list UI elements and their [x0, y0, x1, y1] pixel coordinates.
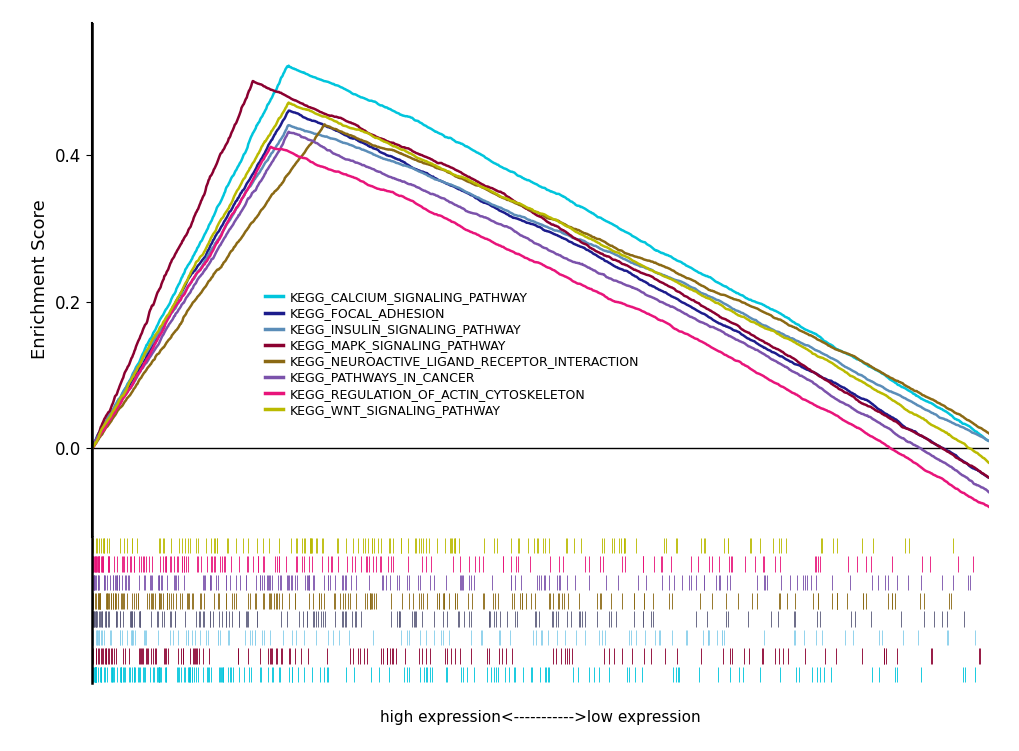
KEGG_PATHWAYS_IN_CANCER: [86, 444, 98, 453]
KEGG_CALCIUM_SIGNALING_PATHWAY: [576, 203, 588, 212]
KEGG_PATHWAYS_IN_CANCER: [982, 488, 995, 497]
Line: KEGG_NEUROACTIVE_LIGAND_RECEPTOR_INTERACTION: KEGG_NEUROACTIVE_LIGAND_RECEPTOR_INTERAC…: [92, 125, 988, 448]
KEGG_NEUROACTIVE_LIGAND_RECEPTOR_INTERACTION: [318, 120, 330, 129]
KEGG_NEUROACTIVE_LIGAND_RECEPTOR_INTERACTION: [236, 231, 249, 240]
KEGG_WNT_SIGNALING_PATHWAY: [576, 231, 588, 240]
KEGG_WNT_SIGNALING_PATHWAY: [205, 234, 217, 243]
KEGG_INSULIN_SIGNALING_PATHWAY: [205, 246, 217, 255]
KEGG_PATHWAYS_IN_CANCER: [475, 212, 487, 221]
KEGG_REGULATION_OF_ACTIN_CYTOSKELETON: [576, 281, 588, 290]
KEGG_WNT_SIGNALING_PATHWAY: [236, 176, 249, 185]
KEGG_NEUROACTIVE_LIGAND_RECEPTOR_INTERACTION: [388, 146, 400, 155]
KEGG_CALCIUM_SIGNALING_PATHWAY: [388, 107, 400, 116]
KEGG_NEUROACTIVE_LIGAND_RECEPTOR_INTERACTION: [205, 274, 217, 283]
KEGG_REGULATION_OF_ACTIN_CYTOSKELETON: [86, 444, 98, 453]
KEGG_INSULIN_SIGNALING_PATHWAY: [982, 436, 995, 445]
KEGG_MAPK_SIGNALING_PATHWAY: [557, 226, 570, 235]
KEGG_REGULATION_OF_ACTIN_CYTOSKELETON: [236, 193, 249, 202]
KEGG_CALCIUM_SIGNALING_PATHWAY: [557, 192, 570, 201]
KEGG_NEUROACTIVE_LIGAND_RECEPTOR_INTERACTION: [475, 182, 487, 192]
KEGG_PATHWAYS_IN_CANCER: [557, 253, 570, 262]
KEGG_INSULIN_SIGNALING_PATHWAY: [86, 444, 98, 453]
KEGG_WNT_SIGNALING_PATHWAY: [557, 220, 570, 229]
KEGG_REGULATION_OF_ACTIN_CYTOSKELETON: [264, 142, 276, 151]
Line: KEGG_CALCIUM_SIGNALING_PATHWAY: KEGG_CALCIUM_SIGNALING_PATHWAY: [92, 65, 988, 448]
KEGG_FOCAL_ADHESION: [86, 444, 98, 453]
KEGG_WNT_SIGNALING_PATHWAY: [475, 182, 487, 192]
KEGG_WNT_SIGNALING_PATHWAY: [388, 142, 400, 151]
KEGG_MAPK_SIGNALING_PATHWAY: [576, 239, 588, 248]
Text: high expression<----------->low expression: high expression<----------->low expressi…: [380, 710, 700, 725]
KEGG_WNT_SIGNALING_PATHWAY: [982, 459, 995, 468]
Line: KEGG_WNT_SIGNALING_PATHWAY: KEGG_WNT_SIGNALING_PATHWAY: [92, 103, 988, 463]
Y-axis label: Enrichment Score: Enrichment Score: [32, 200, 49, 360]
Line: KEGG_INSULIN_SIGNALING_PATHWAY: KEGG_INSULIN_SIGNALING_PATHWAY: [92, 125, 988, 448]
KEGG_REGULATION_OF_ACTIN_CYTOSKELETON: [982, 502, 995, 511]
Legend: KEGG_CALCIUM_SIGNALING_PATHWAY, KEGG_FOCAL_ADHESION, KEGG_INSULIN_SIGNALING_PATH: KEGG_CALCIUM_SIGNALING_PATHWAY, KEGG_FOC…: [260, 286, 643, 421]
KEGG_REGULATION_OF_ACTIN_CYTOSKELETON: [388, 189, 400, 198]
KEGG_NEUROACTIVE_LIGAND_RECEPTOR_INTERACTION: [557, 219, 570, 228]
KEGG_NEUROACTIVE_LIGAND_RECEPTOR_INTERACTION: [86, 444, 98, 453]
KEGG_INSULIN_SIGNALING_PATHWAY: [557, 229, 570, 238]
KEGG_REGULATION_OF_ACTIN_CYTOSKELETON: [205, 250, 217, 259]
KEGG_MAPK_SIGNALING_PATHWAY: [236, 101, 249, 110]
KEGG_INSULIN_SIGNALING_PATHWAY: [388, 158, 400, 167]
KEGG_INSULIN_SIGNALING_PATHWAY: [236, 193, 249, 202]
KEGG_FOCAL_ADHESION: [982, 473, 995, 482]
KEGG_CALCIUM_SIGNALING_PATHWAY: [282, 61, 294, 70]
Line: KEGG_MAPK_SIGNALING_PATHWAY: KEGG_MAPK_SIGNALING_PATHWAY: [92, 81, 988, 478]
KEGG_INSULIN_SIGNALING_PATHWAY: [576, 236, 588, 245]
KEGG_NEUROACTIVE_LIGAND_RECEPTOR_INTERACTION: [982, 430, 995, 439]
KEGG_WNT_SIGNALING_PATHWAY: [282, 98, 294, 107]
KEGG_FOCAL_ADHESION: [576, 243, 588, 252]
KEGG_CALCIUM_SIGNALING_PATHWAY: [86, 444, 98, 453]
KEGG_PATHWAYS_IN_CANCER: [236, 204, 249, 213]
KEGG_FOCAL_ADHESION: [236, 185, 249, 195]
KEGG_CALCIUM_SIGNALING_PATHWAY: [982, 436, 995, 445]
KEGG_MAPK_SIGNALING_PATHWAY: [247, 77, 259, 86]
KEGG_REGULATION_OF_ACTIN_CYTOSKELETON: [557, 272, 570, 281]
KEGG_MAPK_SIGNALING_PATHWAY: [86, 444, 98, 453]
KEGG_FOCAL_ADHESION: [388, 154, 400, 163]
KEGG_FOCAL_ADHESION: [283, 106, 296, 115]
KEGG_MAPK_SIGNALING_PATHWAY: [388, 140, 400, 149]
KEGG_CALCIUM_SIGNALING_PATHWAY: [475, 150, 487, 159]
KEGG_MAPK_SIGNALING_PATHWAY: [205, 171, 217, 180]
KEGG_FOCAL_ADHESION: [475, 197, 487, 206]
KEGG_PATHWAYS_IN_CANCER: [576, 261, 588, 270]
KEGG_NEUROACTIVE_LIGAND_RECEPTOR_INTERACTION: [576, 228, 588, 237]
KEGG_PATHWAYS_IN_CANCER: [282, 128, 294, 137]
KEGG_MAPK_SIGNALING_PATHWAY: [982, 473, 995, 482]
KEGG_INSULIN_SIGNALING_PATHWAY: [282, 121, 294, 130]
KEGG_REGULATION_OF_ACTIN_CYTOSKELETON: [475, 233, 487, 242]
KEGG_PATHWAYS_IN_CANCER: [388, 174, 400, 183]
Line: KEGG_PATHWAYS_IN_CANCER: KEGG_PATHWAYS_IN_CANCER: [92, 132, 988, 493]
KEGG_FOCAL_ADHESION: [205, 240, 217, 249]
KEGG_PATHWAYS_IN_CANCER: [205, 257, 217, 266]
KEGG_CALCIUM_SIGNALING_PATHWAY: [236, 152, 249, 161]
KEGG_CALCIUM_SIGNALING_PATHWAY: [205, 217, 217, 226]
KEGG_MAPK_SIGNALING_PATHWAY: [475, 179, 487, 189]
KEGG_FOCAL_ADHESION: [557, 234, 570, 243]
KEGG_INSULIN_SIGNALING_PATHWAY: [475, 195, 487, 204]
Line: KEGG_REGULATION_OF_ACTIN_CYTOSKELETON: KEGG_REGULATION_OF_ACTIN_CYTOSKELETON: [92, 146, 988, 507]
KEGG_WNT_SIGNALING_PATHWAY: [86, 444, 98, 453]
Line: KEGG_FOCAL_ADHESION: KEGG_FOCAL_ADHESION: [92, 110, 988, 478]
